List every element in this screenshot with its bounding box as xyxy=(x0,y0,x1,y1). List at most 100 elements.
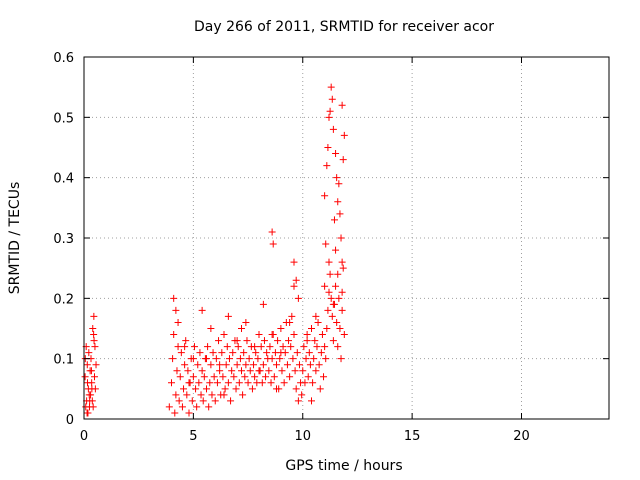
y-tick-label: 0.4 xyxy=(53,172,74,187)
data-point xyxy=(218,349,226,357)
data-point xyxy=(246,367,254,375)
data-point xyxy=(335,180,343,188)
data-point xyxy=(81,373,89,381)
data-point xyxy=(229,349,237,357)
data-point xyxy=(321,192,329,200)
data-point xyxy=(180,385,188,393)
data-point xyxy=(177,349,185,357)
x-tick-label: 5 xyxy=(189,429,197,444)
data-point xyxy=(294,397,302,405)
data-point xyxy=(266,343,274,351)
data-point xyxy=(189,355,197,363)
data-point xyxy=(298,391,306,399)
data-point xyxy=(326,270,334,278)
data-point xyxy=(248,385,256,393)
data-point xyxy=(259,361,267,369)
data-point xyxy=(268,331,276,339)
data-point xyxy=(300,343,308,351)
data-point xyxy=(181,361,189,369)
data-point xyxy=(336,210,344,218)
x-tick-label: 10 xyxy=(294,429,311,444)
data-point xyxy=(255,367,263,375)
y-tick-label: 0.2 xyxy=(53,292,74,307)
data-point xyxy=(174,343,182,351)
data-point xyxy=(286,373,294,381)
data-point xyxy=(325,288,333,296)
data-point xyxy=(219,373,227,381)
data-point xyxy=(238,325,245,332)
data-point xyxy=(84,379,91,387)
y-axis-title: SRMTID / TECUs xyxy=(7,182,23,295)
data-point xyxy=(310,355,318,363)
data-point xyxy=(240,349,248,357)
data-point xyxy=(311,337,319,345)
data-point xyxy=(178,403,186,411)
data-point xyxy=(312,367,320,375)
data-point xyxy=(165,403,173,411)
data-point xyxy=(305,349,313,357)
data-point xyxy=(334,270,342,278)
data-point xyxy=(89,403,97,411)
data-point xyxy=(234,343,242,351)
data-point xyxy=(268,228,276,236)
x-axis-title: GPS time / hours xyxy=(285,458,402,474)
data-point xyxy=(325,113,333,121)
data-point xyxy=(90,337,98,345)
data-point xyxy=(294,294,302,302)
data-point xyxy=(339,264,347,272)
data-point xyxy=(291,367,299,375)
data-point xyxy=(207,361,215,369)
data-points xyxy=(81,83,348,417)
data-point xyxy=(285,337,293,345)
data-point xyxy=(241,373,249,381)
data-point xyxy=(312,312,320,320)
data-point xyxy=(322,240,330,248)
data-point xyxy=(90,331,98,339)
data-point xyxy=(194,361,202,369)
data-point xyxy=(334,198,342,206)
data-point xyxy=(210,373,218,381)
data-point xyxy=(334,343,342,351)
data-point xyxy=(315,361,323,369)
data-point xyxy=(326,107,334,115)
data-point xyxy=(321,282,329,290)
data-point xyxy=(332,150,340,158)
data-point xyxy=(171,409,179,417)
data-point xyxy=(185,409,193,417)
data-point xyxy=(340,331,348,339)
data-point xyxy=(224,379,232,387)
data-point xyxy=(290,282,298,290)
data-point xyxy=(332,246,340,254)
data-point xyxy=(221,385,229,393)
data-point xyxy=(321,343,329,351)
data-point xyxy=(329,300,337,308)
data-point xyxy=(87,367,95,375)
data-point xyxy=(243,337,251,345)
data-point xyxy=(323,325,331,332)
data-point xyxy=(320,373,328,381)
data-point xyxy=(242,318,250,326)
data-point xyxy=(269,240,277,248)
data-point xyxy=(338,306,346,314)
data-point xyxy=(197,391,205,399)
data-point xyxy=(195,379,203,387)
data-point xyxy=(308,397,315,405)
data-point xyxy=(182,337,190,345)
data-point xyxy=(225,355,233,363)
data-point xyxy=(236,355,244,363)
data-point xyxy=(257,343,265,351)
data-point xyxy=(252,349,260,357)
data-point xyxy=(92,361,100,369)
data-point xyxy=(309,379,317,387)
y-tick-label: 0.1 xyxy=(53,353,74,368)
data-point xyxy=(277,349,285,357)
data-point xyxy=(265,367,273,375)
data-point xyxy=(313,343,321,351)
data-point xyxy=(213,379,221,387)
data-point xyxy=(86,397,94,405)
data-point xyxy=(233,361,241,369)
data-point xyxy=(276,355,284,363)
data-point xyxy=(278,367,286,375)
data-point xyxy=(340,131,348,139)
